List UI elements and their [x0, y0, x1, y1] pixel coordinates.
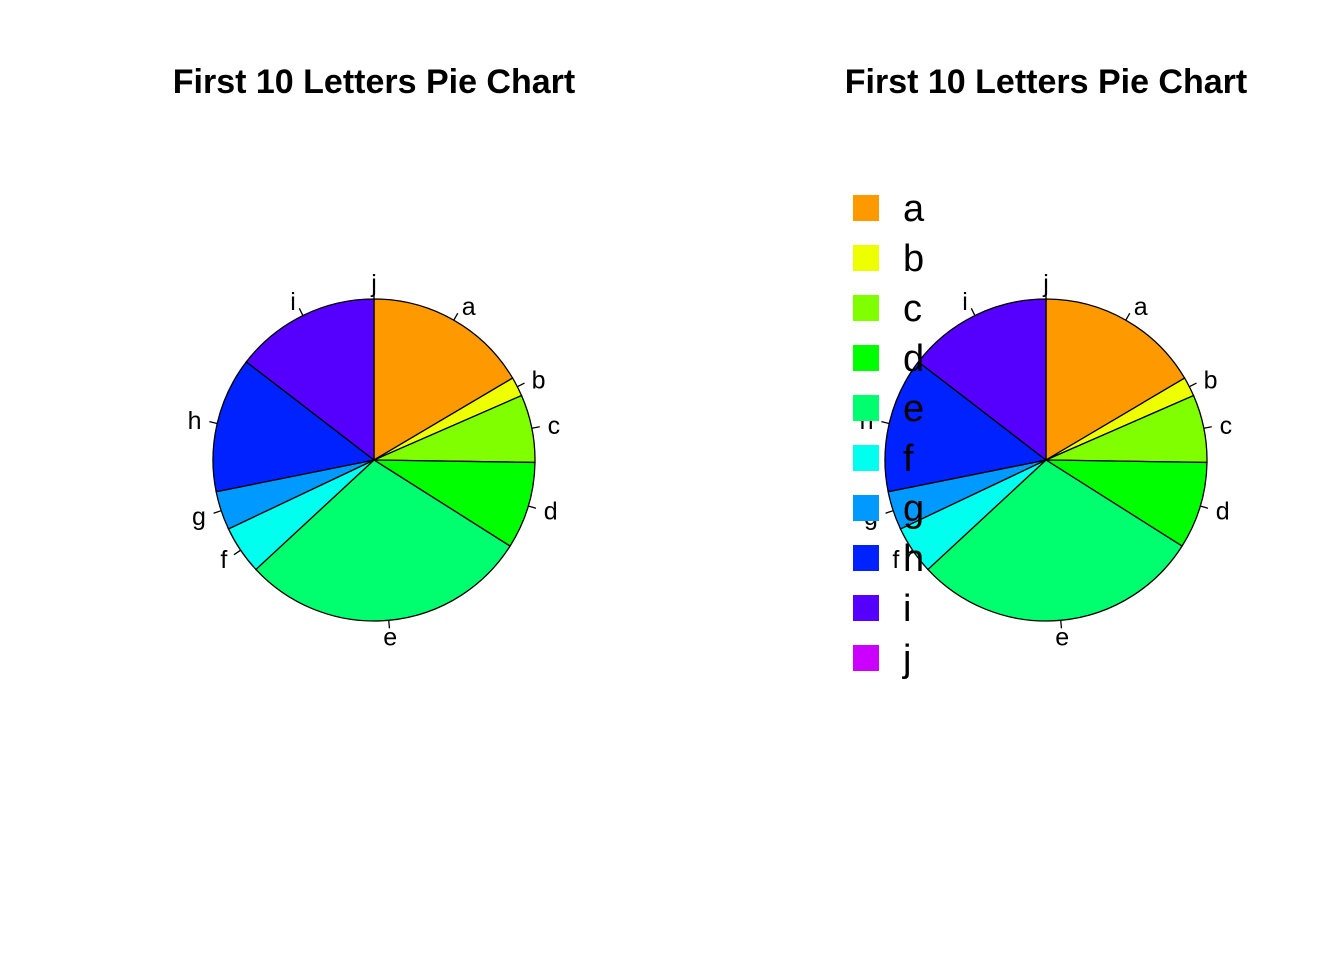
pie-slices: [212, 298, 536, 622]
pie-slices: [884, 298, 1208, 622]
slice-label-a: a: [1134, 293, 1148, 321]
legend-label-f: f: [903, 438, 914, 480]
slice-label-h: h: [188, 407, 202, 435]
legend-label-e: e: [903, 388, 924, 430]
pie-slice-a: [373, 298, 514, 462]
slice-tick-g: [213, 510, 222, 514]
legend-label-i: i: [903, 588, 911, 630]
legend-label-g: g: [903, 488, 924, 530]
slice-label-d: d: [1216, 498, 1230, 526]
legend-swatch-e: [853, 395, 879, 421]
legend-swatch-c: [853, 295, 879, 321]
slice-label-ticks: [881, 290, 1212, 629]
slice-tick-c: [531, 426, 540, 429]
slice-tick-d: [528, 505, 537, 509]
slice-tick-b: [517, 382, 525, 388]
pie-slice-d: [1043, 459, 1208, 547]
legend-swatch-j: [853, 645, 879, 671]
pie-slice-a: [1045, 298, 1186, 462]
slice-label-j: j: [1042, 270, 1049, 298]
pie-slice-e: [254, 459, 511, 622]
slice-tick-h: [881, 421, 890, 425]
slice-tick-g: [885, 510, 894, 514]
slice-label-b: b: [532, 366, 546, 394]
legend-label-a: a: [903, 188, 925, 230]
slice-label-e: e: [1055, 623, 1069, 651]
slice-tick-i: [970, 308, 976, 316]
legend-swatch-d: [853, 345, 879, 371]
slice-labels: a bc d e fg h i j: [188, 270, 561, 651]
legend-swatch-f: [853, 445, 879, 471]
legend-swatch-h: [853, 545, 879, 571]
legend-label-b: b: [903, 238, 924, 280]
pie-slice-h: [212, 360, 376, 493]
slice-label-i: i: [290, 288, 296, 316]
slice-label-ticks: [209, 290, 540, 629]
legend-label-j: j: [902, 638, 911, 680]
slice-tick-f: [905, 549, 914, 556]
chart-left: First 10 Letters Pie Chart a bc d e fg h i j: [173, 63, 575, 651]
slice-label-c: c: [548, 412, 561, 440]
slice-label-i: i: [962, 288, 968, 316]
legend-swatch-b: [853, 245, 879, 271]
slice-tick-f: [233, 549, 242, 556]
slice-tick-e: [1060, 620, 1063, 629]
legend-swatch-a: [853, 195, 879, 221]
slice-tick-a: [453, 312, 459, 321]
slice-tick-d: [1200, 505, 1209, 509]
legend-label-d: d: [903, 338, 924, 380]
legend-label-h: h: [903, 538, 924, 580]
slice-label-a: a: [462, 293, 476, 321]
pie-slice-e: [926, 459, 1183, 622]
pie-slice-h: [884, 360, 1048, 493]
slice-tick-b: [1189, 382, 1197, 388]
slice-label-c: c: [1220, 412, 1233, 440]
slice-label-e: e: [383, 623, 397, 651]
slice-label-j: j: [370, 270, 377, 298]
slice-label-f: f: [892, 546, 899, 574]
slice-label-d: d: [544, 498, 558, 526]
slice-label-f: f: [220, 546, 227, 574]
slice-tick-a: [1125, 312, 1131, 321]
slice-label-g: g: [192, 503, 206, 531]
slice-tick-c: [1203, 426, 1212, 429]
slice-tick-i: [298, 308, 304, 316]
slice-label-b: b: [1204, 366, 1218, 394]
chart-title: First 10 Letters Pie Chart: [173, 63, 575, 101]
legend-label-c: c: [903, 288, 922, 330]
legend-swatch-g: [853, 495, 879, 521]
slice-tick-h: [209, 421, 218, 425]
chart-title: First 10 Letters Pie Chart: [845, 63, 1247, 101]
legend-swatch-i: [853, 595, 879, 621]
slice-tick-e: [388, 620, 391, 629]
pie-slice-d: [371, 459, 536, 547]
